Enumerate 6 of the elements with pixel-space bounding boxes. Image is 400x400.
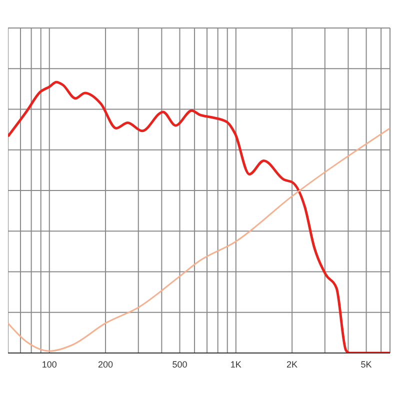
x-tick-label: 500 xyxy=(172,359,188,370)
x-tick-label: 200 xyxy=(98,359,114,370)
x-tick-label: 100 xyxy=(42,359,57,370)
x-tick-label: 1K xyxy=(230,359,242,370)
x-tick-label: 2K xyxy=(286,359,298,370)
x-tick-label: 5K xyxy=(360,359,372,370)
